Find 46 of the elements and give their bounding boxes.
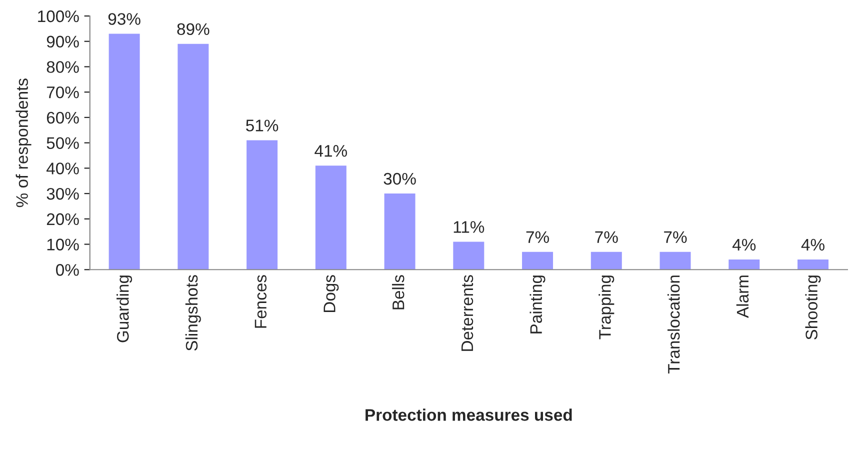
data-label: 51% xyxy=(246,120,278,132)
y-tick-label: 80% xyxy=(46,61,79,73)
y-tick-label: 30% xyxy=(46,188,79,200)
data-label: 89% xyxy=(177,23,210,36)
y-tick-label: 40% xyxy=(46,162,79,174)
bar xyxy=(315,166,346,270)
x-tick-label: Shooting xyxy=(805,276,821,340)
y-tick-label: 90% xyxy=(46,36,79,48)
y-tick-label: 100% xyxy=(38,10,79,22)
data-label: 93% xyxy=(108,13,140,25)
x-tick-label: Fences xyxy=(254,275,267,328)
y-tick-label: 0% xyxy=(56,264,79,276)
y-tick-label: 10% xyxy=(47,238,79,250)
y-tick-label: 70% xyxy=(46,86,79,98)
data-label: 30% xyxy=(384,172,416,185)
bar xyxy=(108,34,140,270)
data-label: 41% xyxy=(314,145,348,157)
data-label: 7% xyxy=(664,231,687,243)
x-tick-label: Trapping xyxy=(598,276,614,340)
data-label: 11% xyxy=(454,221,484,233)
x-axis-title: Protection measures used xyxy=(366,408,572,421)
x-tick-label: Bells xyxy=(392,275,404,310)
bar xyxy=(453,242,484,270)
bar xyxy=(246,140,278,270)
bar xyxy=(522,252,554,270)
y-tick-label: 60% xyxy=(46,112,79,124)
bar xyxy=(728,259,760,270)
bar xyxy=(178,44,209,270)
x-tick-label: Translocation xyxy=(668,276,680,374)
data-label: 4% xyxy=(732,238,756,251)
y-axis-title: % of respondents xyxy=(16,78,32,208)
bar xyxy=(590,252,622,270)
bar xyxy=(798,259,828,270)
y-tick-label: 20% xyxy=(46,213,79,226)
x-tick-label: Slingshots xyxy=(185,275,201,351)
data-label: 7% xyxy=(595,231,618,243)
x-tick-label: Painting xyxy=(530,276,546,334)
x-tick-label: Deterrents xyxy=(462,275,474,351)
x-tick-label: Alarm xyxy=(736,276,749,318)
data-label: 7% xyxy=(526,231,549,243)
data-label: 4% xyxy=(801,238,824,251)
x-tick-label: Dogs xyxy=(324,275,339,312)
bar xyxy=(384,194,416,270)
y-tick-label: 50% xyxy=(46,137,79,150)
bar xyxy=(660,252,691,270)
x-tick-label: Guarding xyxy=(116,276,132,342)
